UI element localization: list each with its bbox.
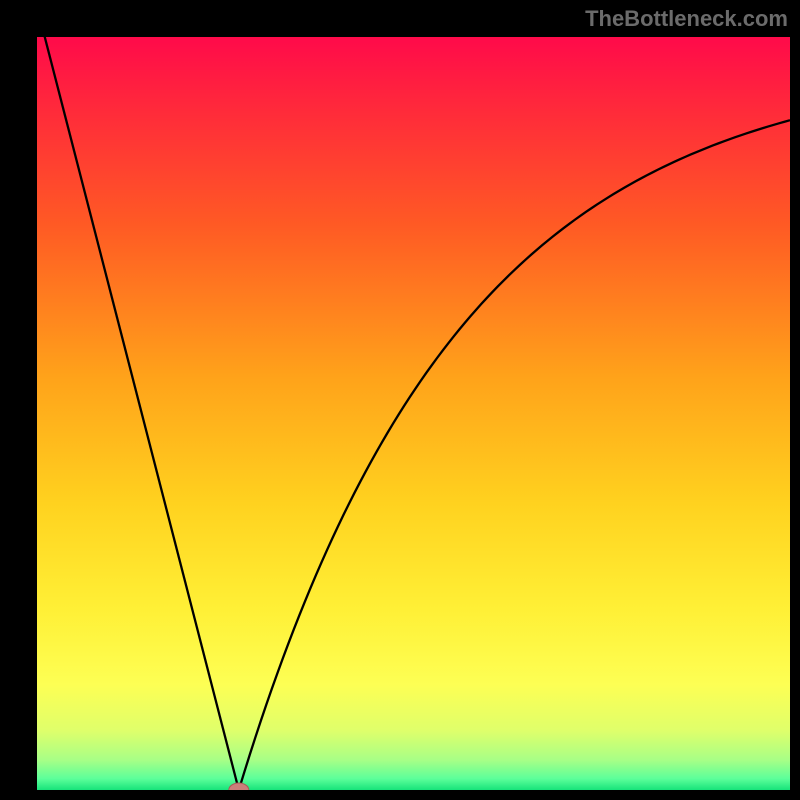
minimum-marker	[229, 783, 249, 790]
chart-container: TheBottleneck.com	[0, 0, 800, 800]
marker-layer	[37, 37, 790, 790]
plot-area	[37, 37, 790, 790]
watermark-text: TheBottleneck.com	[585, 6, 788, 32]
